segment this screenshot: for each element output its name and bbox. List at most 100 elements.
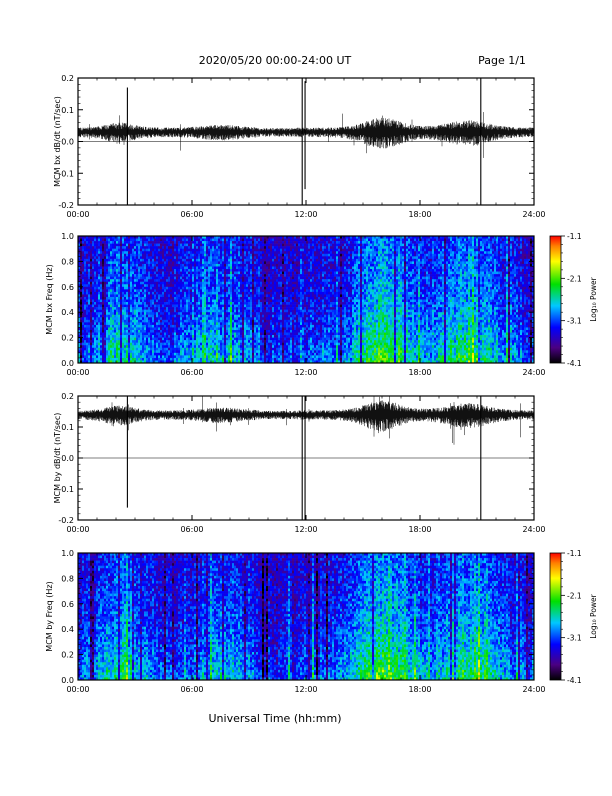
heatmap-cell [104, 300, 106, 303]
heatmap-cell [188, 241, 190, 244]
heatmap-cell [100, 274, 102, 277]
heatmap-cell [150, 287, 152, 290]
heatmap-cell [84, 264, 86, 267]
heatmap-cell [202, 340, 204, 343]
heatmap-cell [242, 305, 244, 308]
heatmap-cell [262, 335, 264, 338]
heatmap-cell [192, 254, 194, 257]
heatmap-cell [138, 277, 140, 280]
heatmap-cell [260, 340, 262, 343]
heatmap-cell [164, 345, 166, 348]
heatmap-cell [258, 292, 260, 295]
heatmap-cell [130, 312, 132, 315]
heatmap-cell [130, 297, 132, 300]
heatmap-cell [132, 355, 134, 358]
heatmap-cell [230, 325, 232, 328]
heatmap-cell [146, 261, 148, 264]
heatmap-cell [232, 358, 234, 361]
heatmap-cell [220, 345, 222, 348]
heatmap-cell [116, 350, 118, 353]
heatmap-cell [248, 350, 250, 353]
heatmap-cell [166, 310, 168, 313]
heatmap-cell [146, 312, 148, 315]
heatmap-cell [102, 297, 104, 300]
heatmap-cell [180, 274, 182, 277]
heatmap-cell [238, 289, 240, 292]
heatmap-cell [270, 335, 272, 338]
heatmap-cell [154, 292, 156, 295]
heatmap-cell [184, 241, 186, 244]
heatmap-cell [254, 249, 256, 252]
heatmap-cell [226, 335, 228, 338]
heatmap-cell [268, 355, 270, 358]
heatmap-cell [116, 333, 118, 336]
heatmap-cell [228, 340, 230, 343]
heatmap-cell [152, 241, 154, 244]
heatmap-cell [252, 277, 254, 280]
heatmap-cell [228, 325, 230, 328]
heatmap-cell [108, 312, 110, 315]
heatmap-cell [144, 325, 146, 328]
heatmap-cell [256, 353, 258, 356]
heatmap-cell [114, 333, 116, 336]
heatmap-cell [258, 241, 260, 244]
heatmap-cell [238, 312, 240, 315]
heatmap-cell [160, 241, 162, 244]
heatmap-cell [190, 249, 192, 252]
heatmap-cell [152, 292, 154, 295]
heatmap-cell [118, 350, 120, 353]
heatmap-cell [206, 312, 208, 315]
heatmap-cell [214, 305, 216, 308]
heatmap-cell [222, 330, 224, 333]
heatmap-cell [158, 300, 160, 303]
heatmap-cell [240, 307, 242, 310]
heatmap-cell [94, 340, 96, 343]
heatmap-cell [148, 340, 150, 343]
heatmap-cell [268, 269, 270, 272]
heatmap-cell [84, 335, 86, 338]
heatmap-cell [98, 317, 100, 320]
heatmap-cell [196, 338, 198, 341]
heatmap-cell [92, 333, 94, 336]
heatmap-cell [260, 294, 262, 297]
heatmap-cell [108, 259, 110, 262]
heatmap-cell [204, 302, 206, 305]
heatmap-cell [190, 330, 192, 333]
heatmap-cell [262, 277, 264, 280]
heatmap-cell [184, 350, 186, 353]
heatmap-cell [148, 330, 150, 333]
heatmap-cell [100, 284, 102, 287]
heatmap-cell [188, 343, 190, 346]
heatmap-cell [110, 292, 112, 295]
heatmap-cell [170, 320, 172, 323]
heatmap-cell [266, 266, 268, 269]
heatmap-cell [224, 279, 226, 282]
heatmap-cell [98, 249, 100, 252]
heatmap-cell [144, 294, 146, 297]
heatmap-cell [88, 302, 90, 305]
heatmap-cell [106, 269, 108, 272]
heatmap-cell [116, 312, 118, 315]
heatmap-cell [128, 302, 130, 305]
heatmap-cell [142, 335, 144, 338]
heatmap-cell [182, 322, 184, 325]
heatmap-cell [114, 317, 116, 320]
heatmap-cell [196, 279, 198, 282]
heatmap-cell [230, 266, 232, 269]
heatmap-cell [168, 269, 170, 272]
heatmap-cell [128, 284, 130, 287]
heatmap-cell [160, 261, 162, 264]
heatmap-cell [180, 266, 182, 269]
heatmap-cell [264, 300, 266, 303]
heatmap-cell [100, 333, 102, 336]
heatmap-cell [208, 320, 210, 323]
heatmap-cell [160, 264, 162, 267]
heatmap-cell [216, 254, 218, 257]
heatmap-cell [220, 259, 222, 262]
heatmap-cell [264, 317, 266, 320]
heatmap-cell [218, 322, 220, 325]
heatmap-cell [228, 317, 230, 320]
heatmap-cell [272, 264, 274, 267]
heatmap-cell [98, 266, 100, 269]
